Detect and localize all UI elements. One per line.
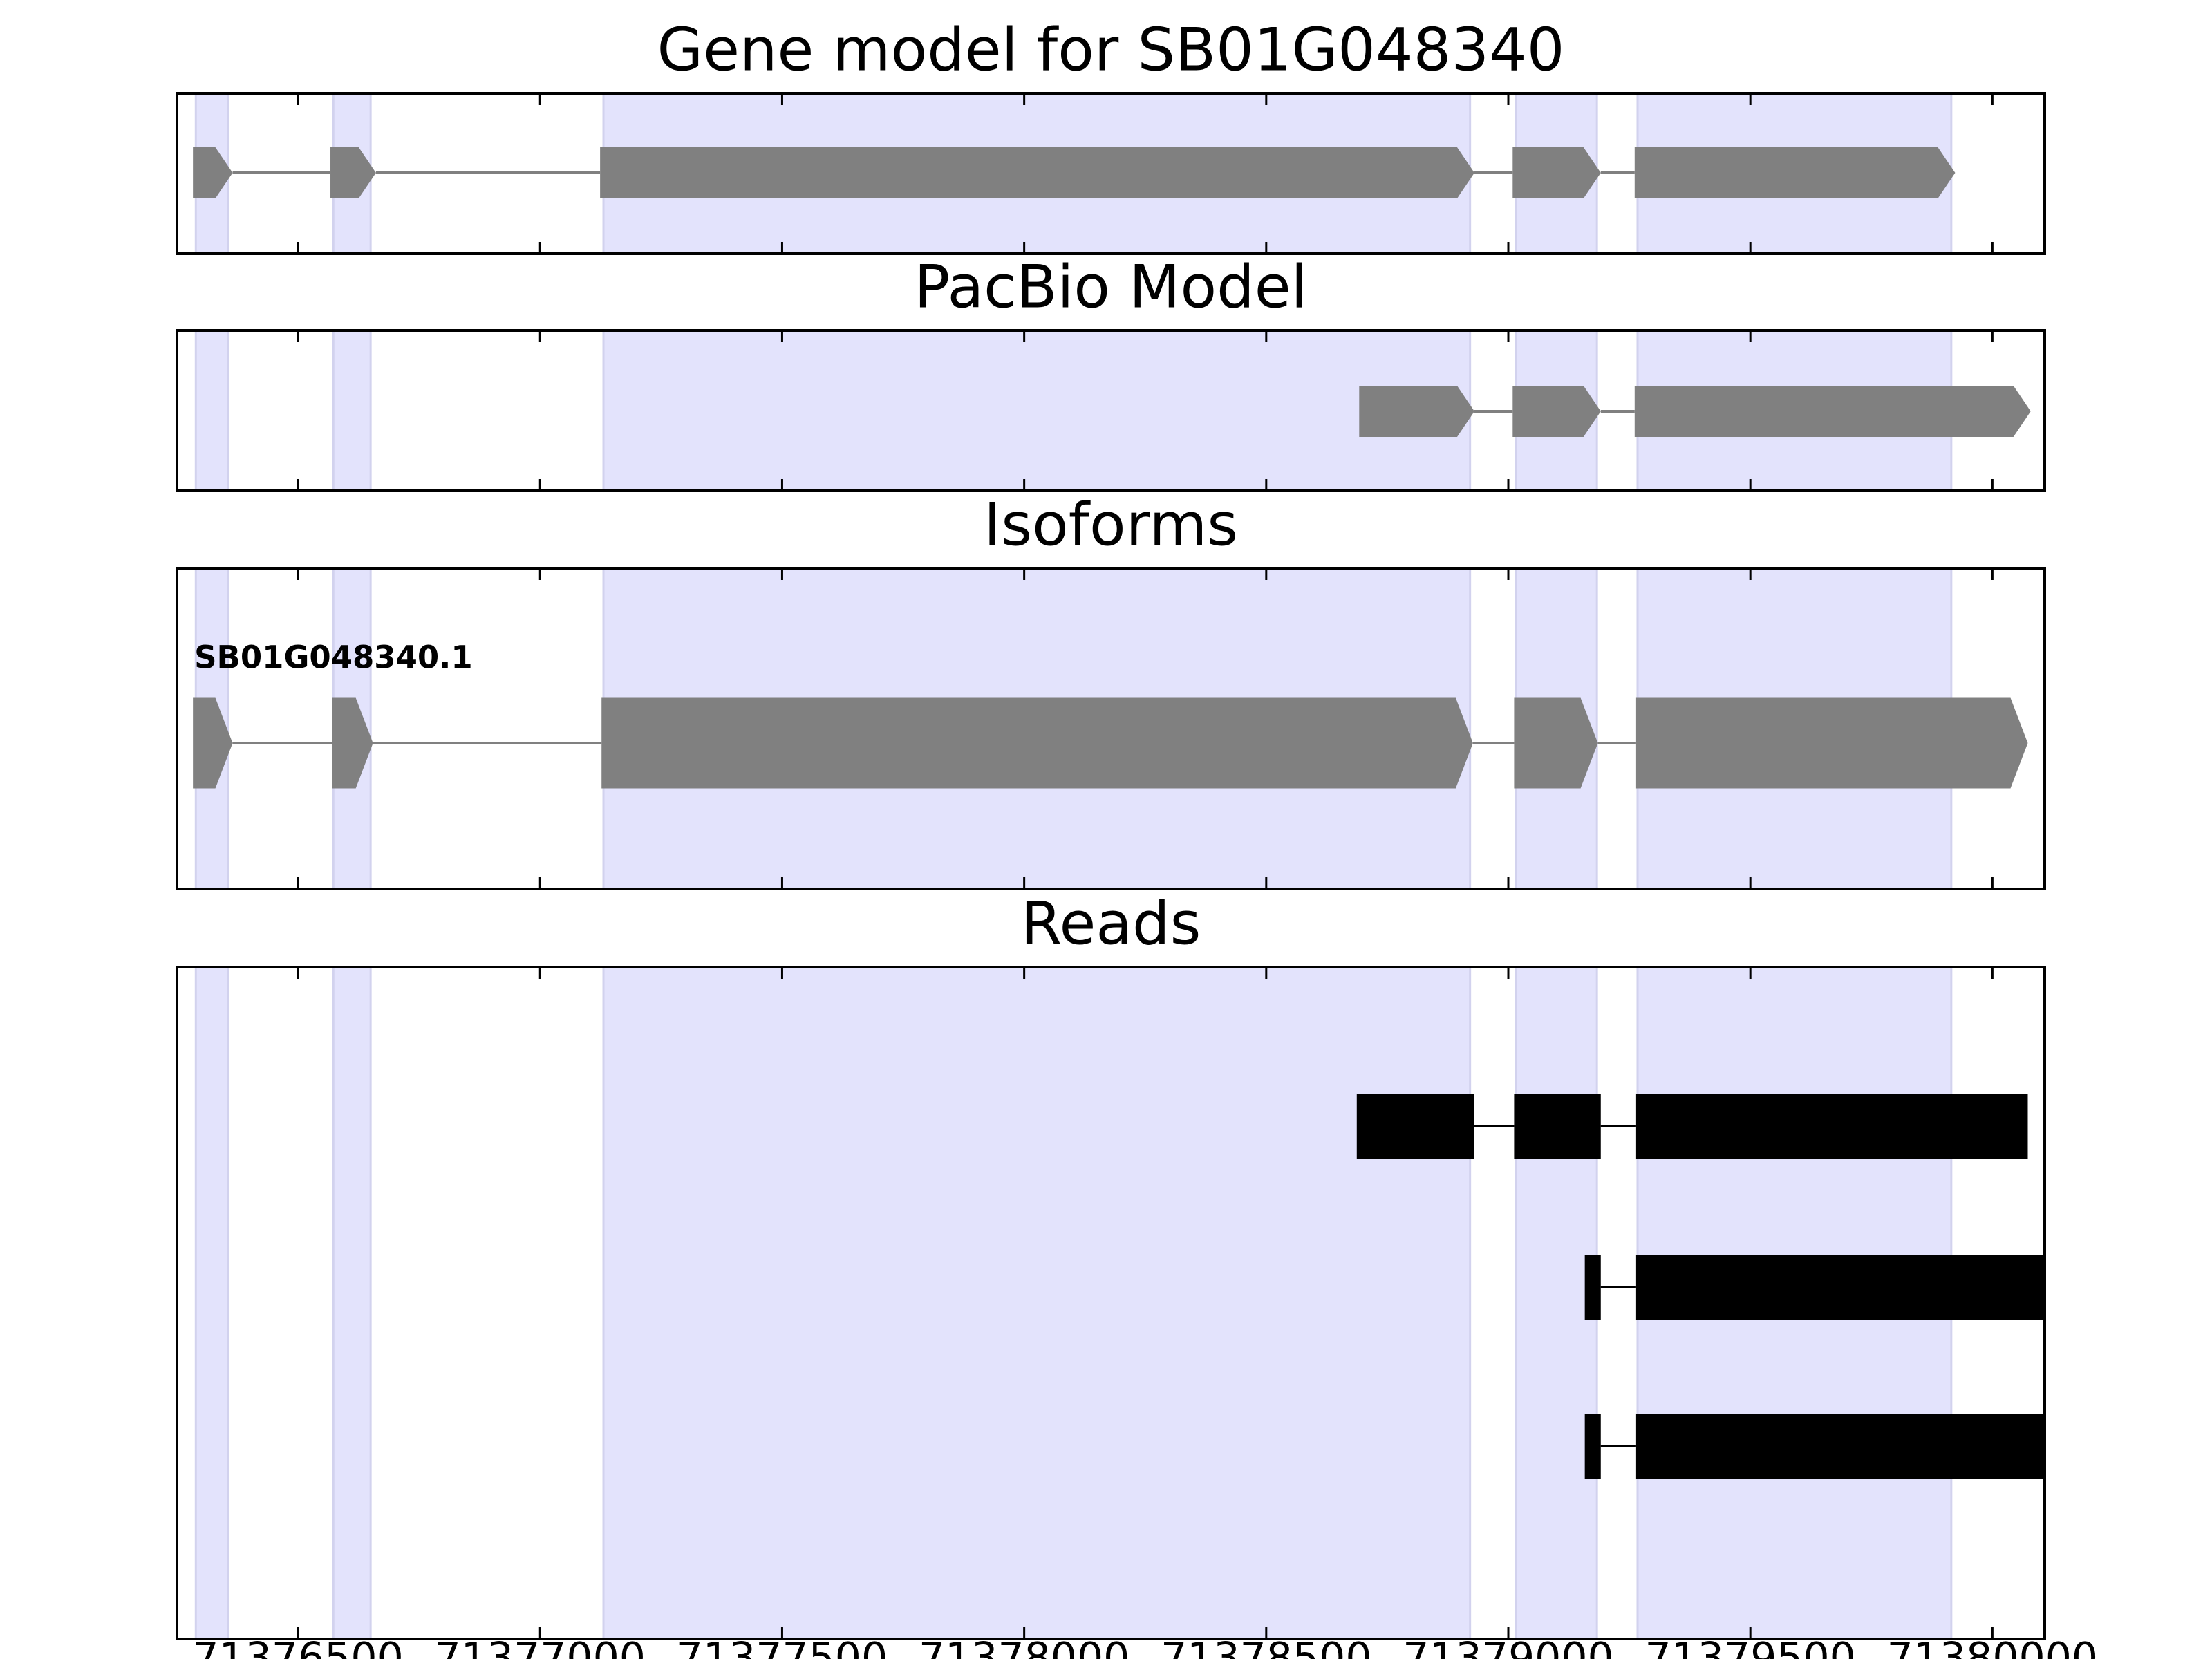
panel (194, 967, 2045, 1639)
exon (1512, 147, 1601, 198)
exon (1514, 1094, 1601, 1159)
panel-title: PacBio Model (914, 252, 1307, 321)
exon (1634, 147, 1956, 198)
exon (600, 147, 1474, 198)
highlight-region (602, 330, 1472, 491)
exon (193, 697, 233, 789)
exon (1634, 386, 2031, 437)
panel-frame (176, 966, 2046, 1640)
exon (1512, 386, 1601, 437)
panel-title: Gene model for SB01G048340 (657, 15, 1565, 84)
panel (194, 330, 2031, 491)
panel-title: Reads (1021, 889, 1201, 958)
panel (193, 93, 1956, 254)
highlight-region (602, 967, 1472, 1639)
exon (1356, 1094, 1474, 1159)
panel-frame (176, 329, 2046, 492)
exon (1584, 1255, 1601, 1320)
exon (1514, 697, 1598, 789)
exon (193, 147, 233, 198)
highlight-region (194, 330, 229, 491)
exon (601, 697, 1473, 789)
exon (1635, 697, 2028, 789)
feature-label: SB01G048340.1 (194, 639, 473, 676)
panel (193, 568, 2028, 889)
highlight-region (194, 967, 229, 1639)
highlight-region (332, 330, 372, 491)
exon (332, 697, 373, 789)
panel-title: Isoforms (984, 490, 1238, 559)
exon (330, 147, 376, 198)
exon (1635, 1255, 2045, 1320)
exon (1635, 1414, 2045, 1479)
exon (1635, 1094, 2028, 1159)
panel-frame (176, 567, 2046, 890)
panel-frame (176, 92, 2046, 255)
exon (1584, 1414, 1601, 1479)
highlight-region (1515, 967, 1598, 1639)
highlight-region (332, 967, 372, 1639)
exon (1359, 386, 1474, 437)
